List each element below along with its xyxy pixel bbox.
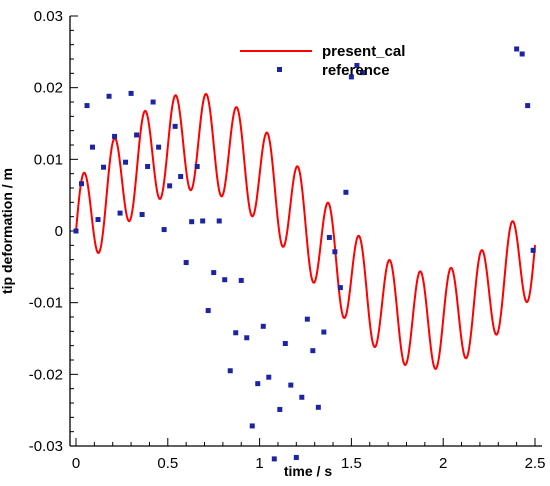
- reference-point: [101, 164, 107, 170]
- reference-point: [343, 189, 349, 195]
- reference-point: [310, 348, 316, 354]
- reference-point: [244, 335, 250, 341]
- reference-point: [233, 330, 239, 336]
- reference-point: [183, 260, 189, 266]
- reference-point: [249, 423, 255, 429]
- y-ticks: -0.03 -0.02 -0.01 0 0.01 0.02 0.03: [29, 8, 78, 455]
- reference-point: [337, 285, 343, 291]
- reference-point: [128, 90, 134, 96]
- legend: present_cal reference: [240, 43, 405, 79]
- reference-point: [150, 99, 156, 105]
- reference-point: [293, 454, 299, 460]
- y-tick-label: -0.01: [29, 295, 63, 312]
- reference-point: [216, 218, 222, 224]
- reference-point: [282, 341, 288, 347]
- legend-label-present-cal: present_cal: [322, 43, 405, 60]
- y-tick-label: -0.03: [29, 438, 63, 455]
- y-axis-title: tip deformation / m: [0, 168, 15, 294]
- reference-point: [271, 456, 277, 462]
- x-ticks: 0 0.5 1 1.5 2 2.5: [72, 438, 546, 472]
- reference-point: [178, 174, 184, 180]
- x-tick-label: 2: [439, 455, 447, 472]
- reference-point: [79, 181, 85, 187]
- reference-point: [260, 323, 266, 329]
- reference-point: [189, 219, 195, 225]
- reference-point: [84, 103, 90, 109]
- reference-point: [123, 159, 129, 165]
- reference-point: [139, 212, 145, 218]
- reference-point: [205, 308, 211, 314]
- x-axis-title: time / s: [284, 463, 332, 479]
- reference-point: [211, 270, 217, 276]
- x-tick-label: 0.5: [157, 455, 178, 472]
- reference-point: [156, 144, 162, 150]
- reference-point: [321, 329, 327, 335]
- y-tick-label: 0: [55, 223, 63, 240]
- reference-point: [266, 374, 272, 380]
- reference-point: [95, 217, 101, 223]
- y-tick-label: 0.02: [34, 80, 63, 97]
- reference-point: [200, 218, 206, 224]
- reference-point: [238, 277, 244, 283]
- reference-point: [277, 406, 283, 412]
- reference-point: [161, 227, 167, 233]
- series-markers-reference: [73, 46, 536, 462]
- reference-point: [145, 164, 151, 169]
- reference-point: [172, 123, 178, 129]
- reference-point: [332, 249, 338, 255]
- series-line-present-cal: [75, 92, 536, 370]
- legend-label-reference: reference: [322, 62, 390, 79]
- reference-point: [194, 164, 200, 169]
- reference-point: [519, 51, 525, 57]
- reference-point: [359, 70, 365, 76]
- reference-point: [227, 368, 233, 374]
- reference-point: [530, 247, 536, 253]
- x-tick-label: 0: [72, 455, 80, 472]
- reference-point: [255, 381, 261, 387]
- reference-point: [90, 144, 96, 150]
- reference-point: [117, 210, 123, 216]
- reference-point: [288, 382, 294, 388]
- reference-point: [348, 74, 354, 80]
- reference-point: [354, 62, 360, 68]
- reference-point: [134, 132, 140, 138]
- reference-point: [106, 93, 112, 99]
- reference-point: [167, 183, 173, 189]
- reference-point: [315, 404, 321, 410]
- y-tick-label: -0.02: [29, 366, 63, 383]
- reference-point: [514, 46, 520, 52]
- y-tick-label: 0.01: [34, 151, 63, 168]
- reference-point: [222, 277, 228, 283]
- reference-point: [73, 228, 79, 234]
- reference-point: [299, 394, 305, 400]
- x-tick-label: 1.5: [341, 455, 362, 472]
- reference-point: [112, 133, 118, 139]
- reference-point: [525, 103, 531, 109]
- reference-point: [326, 234, 332, 240]
- legend-marker-swatch: [277, 67, 282, 72]
- reference-point: [304, 316, 310, 322]
- y-tick-label: 0.03: [34, 8, 63, 25]
- x-tick-label: 2.5: [525, 455, 546, 472]
- x-tick-label: 1: [255, 455, 263, 472]
